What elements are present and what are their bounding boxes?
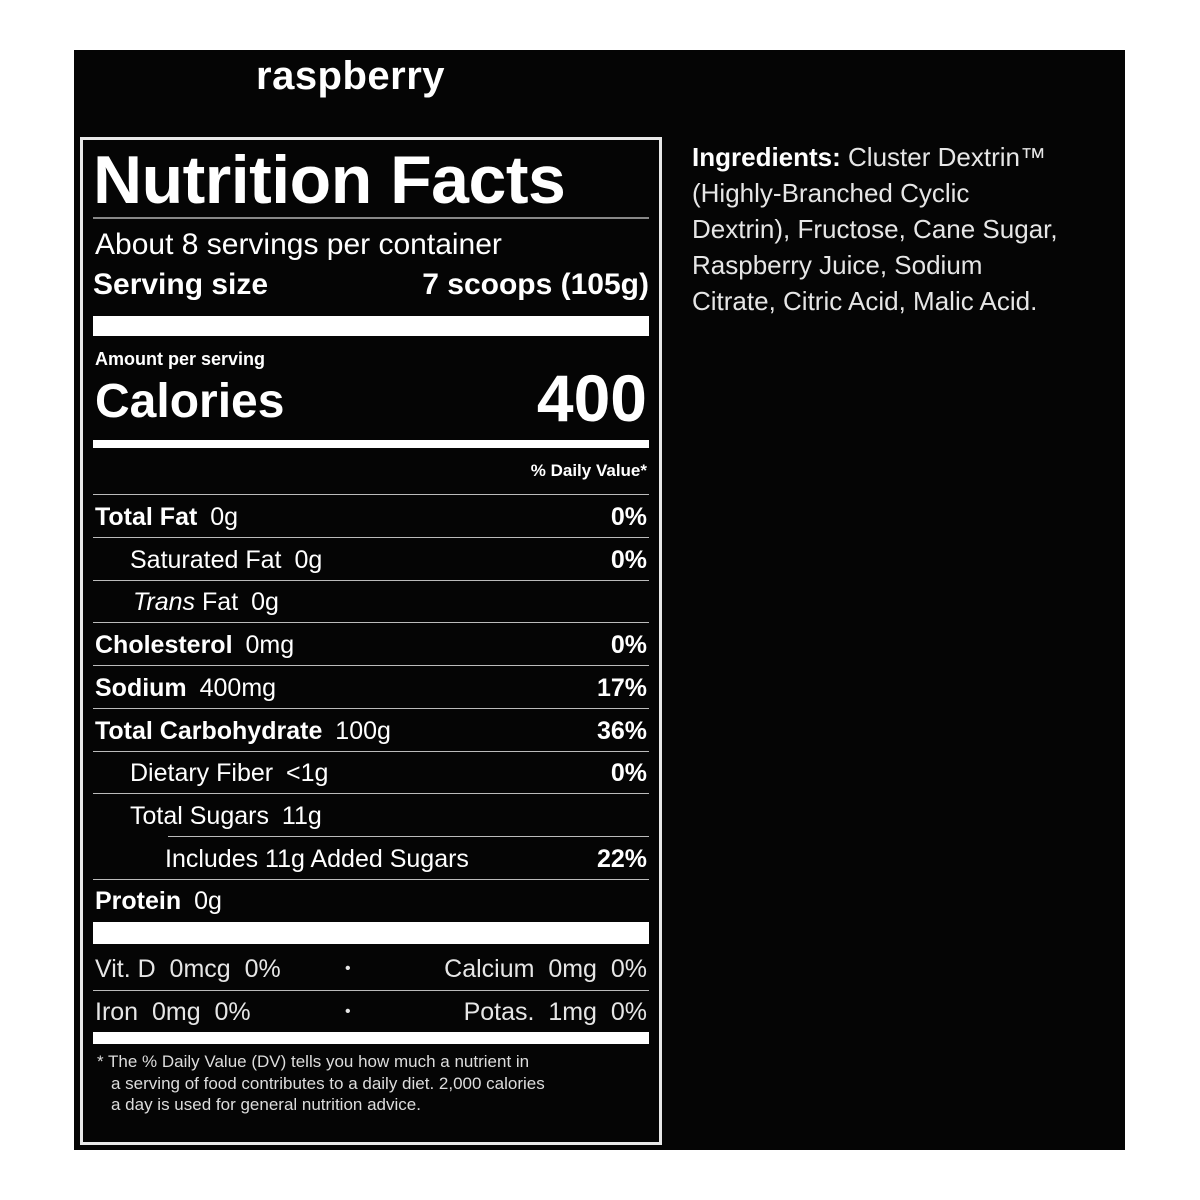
nutrient-daily-value: 0% <box>610 759 647 788</box>
footnote: * The % Daily Value (DV) tells you how m… <box>97 1051 545 1116</box>
nutrient-row: Total Sugars 11g <box>95 801 647 831</box>
footnote-line: a serving of food contributes to a daily… <box>111 1073 545 1093</box>
flavor-name: raspberry <box>256 54 446 98</box>
ingredients-line: Raspberry Juice, Sodium <box>692 250 983 280</box>
footnote-line: * The % Daily Value (DV) tells you how m… <box>97 1052 530 1071</box>
nutrient-row: Sodium 400mg 17% <box>95 673 647 703</box>
nutrition-facts-label: Nutrition Facts About 8 servings per con… <box>80 137 662 1145</box>
calories-label: Calories <box>95 375 285 428</box>
ingredients-line: Dextrin), Fructose, Cane Sugar, <box>692 214 1058 244</box>
label-title: Nutrition Facts <box>93 142 566 218</box>
nutrient-name: Total Fat <box>95 503 198 531</box>
nutrient-daily-value: 17% <box>596 673 647 702</box>
nutrient-amount: 0mg <box>245 631 295 660</box>
ingredients-line: Ingredients: Cluster Dextrin™ <box>692 142 1046 172</box>
divider <box>93 707 649 709</box>
serving-size-label: Serving size <box>93 268 269 301</box>
divider <box>93 793 649 795</box>
vitamin-row: Iron 0mg 0% • Potas. 1mg 0% <box>95 997 647 1027</box>
nutrient-name: Dietary Fiber <box>130 759 274 788</box>
vitamin-left: Vit. D 0mcg 0% <box>95 955 281 983</box>
nutrient-amount: 11g <box>281 801 322 830</box>
divider <box>93 579 649 581</box>
nutrient-name: Cholesterol <box>95 631 233 660</box>
amount-per-serving: Amount per serving <box>95 349 266 369</box>
thick-divider <box>93 316 649 336</box>
nutrient-daily-value: 36% <box>596 716 647 745</box>
nutrient-name: Saturated Fat <box>130 545 282 574</box>
nutrient-name: Total Sugars <box>130 801 269 830</box>
nutrient-name: Trans Fat <box>133 588 239 617</box>
serving-size-value: 7 scoops (105g) <box>422 268 649 301</box>
ingredients-heading: Ingredients: <box>692 142 841 172</box>
nutrient-name: Protein <box>95 887 182 916</box>
nutrient-daily-value: 0% <box>610 545 647 574</box>
divider <box>168 835 649 837</box>
vitamin-left: Iron 0mg 0% <box>95 998 251 1026</box>
nutrient-row: Saturated Fat 0g 0% <box>95 545 647 575</box>
nutrient-row: Dietary Fiber <1g 0% <box>95 758 647 788</box>
nutrient-name: Sodium <box>95 673 187 702</box>
nutrient-amount: 0g <box>251 588 279 617</box>
vitamin-right: Calcium 0mg 0% <box>444 955 647 983</box>
nutrient-name: Total Carbohydrate <box>95 716 323 745</box>
nutrient-row: Includes 11g Added Sugars 22% <box>95 844 647 874</box>
nutrient-amount: 400mg <box>199 673 277 702</box>
calories-value: 400 <box>536 361 647 435</box>
divider <box>93 537 649 538</box>
nutrient-amount: 0g <box>210 503 239 531</box>
product-panel <box>74 50 1125 1150</box>
nutrient-row: Total Fat 0g 0% <box>95 502 647 532</box>
nutrient-row: Trans Fat 0g <box>95 587 647 617</box>
nutrient-amount: 0g <box>194 887 222 916</box>
divider <box>93 878 649 880</box>
nutrient-daily-value: 0% <box>610 503 647 531</box>
medium-divider <box>93 1032 649 1044</box>
nutrient-daily-value: 0% <box>610 631 647 660</box>
ingredients: Ingredients: Cluster Dextrin™ (Highly-Bra… <box>692 139 1058 319</box>
nutrient-amount: <1g <box>286 759 329 788</box>
daily-value-header: % Daily Value* <box>530 461 647 480</box>
divider <box>93 622 649 624</box>
ingredients-line: Citrate, Citric Acid, Malic Acid. <box>692 286 1038 316</box>
nutrient-row: Protein 0g <box>95 886 647 916</box>
nutrient-name: Includes 11g Added Sugars <box>165 844 469 873</box>
ingredients-line: (Highly-Branched Cyclic <box>692 178 970 208</box>
nutrient-amount: 0g <box>294 545 323 574</box>
nutrient-daily-value: 22% <box>596 844 647 873</box>
nutrient-row: Total Carbohydrate 100g 36% <box>95 716 647 746</box>
bullet: • <box>345 960 351 977</box>
vitamin-row: Vit. D 0mcg 0% • Calcium 0mg 0% <box>95 954 647 984</box>
vitamin-right: Potas. 1mg 0% <box>463 998 647 1026</box>
divider <box>93 494 649 495</box>
divider <box>93 665 649 667</box>
footnote-line: a day is used for general nutrition advi… <box>111 1095 421 1114</box>
nutrient-amount: 100g <box>335 716 391 745</box>
divider <box>93 990 649 991</box>
bullet: • <box>345 1003 351 1020</box>
divider <box>93 750 649 752</box>
divider <box>93 217 649 219</box>
servings-per-container: About 8 servings per container <box>95 228 502 261</box>
nutrient-row: Cholesterol 0mg 0% <box>95 630 647 660</box>
medium-divider <box>93 440 649 448</box>
thick-divider <box>93 922 649 944</box>
